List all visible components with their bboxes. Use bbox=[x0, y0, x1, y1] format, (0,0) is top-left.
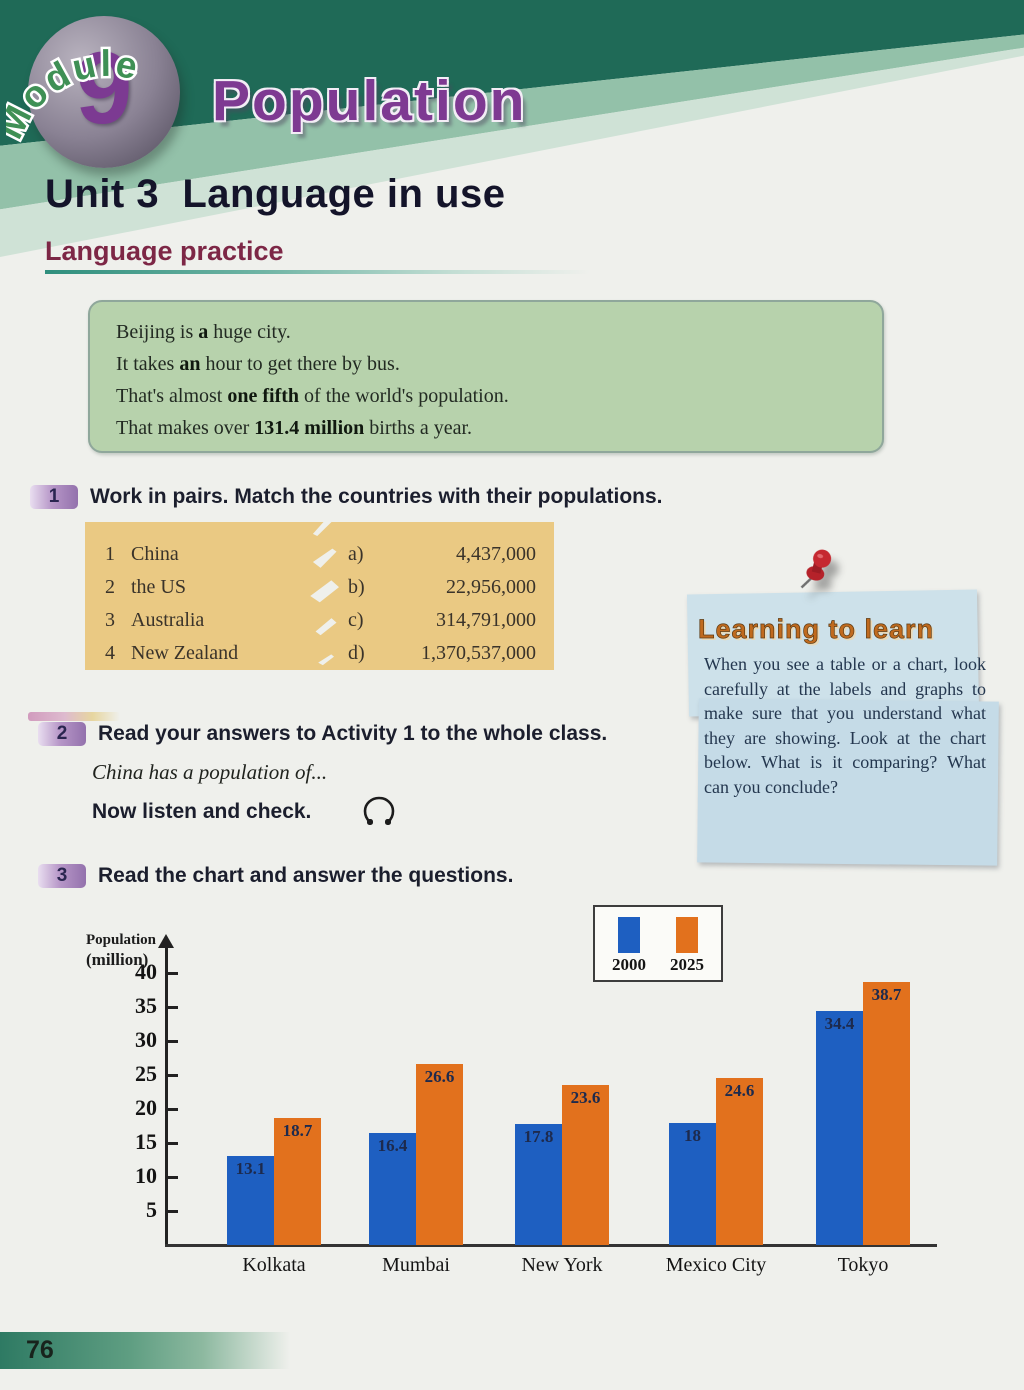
x-category-label: New York bbox=[521, 1254, 603, 1276]
match-table-populations: a) 4,437,000 b) 22,956,000 c) 314,791,000 d… bbox=[314, 522, 554, 670]
bar-2025-new-york: 23.6 bbox=[562, 1084, 609, 1245]
y-axis-label: Population bbox=[86, 932, 157, 948]
x-category-label: Kolkata bbox=[242, 1254, 306, 1276]
activity-title: Work in pairs. Match the countries with … bbox=[90, 485, 663, 508]
bar-2000-mumbai: 16.4 bbox=[369, 1133, 416, 1245]
y-tick-label: 30 bbox=[135, 1027, 157, 1052]
y-tick-label: 5 bbox=[146, 1197, 157, 1222]
country-row: 2 the US bbox=[105, 576, 186, 598]
bar-2025-kolkata: 18.7 bbox=[274, 1117, 321, 1245]
y-tick-mark bbox=[165, 971, 178, 975]
legend-item-2000: 2000 bbox=[612, 917, 646, 975]
svg-text:Module: Module bbox=[6, 43, 144, 145]
bar-value-label: 23.6 bbox=[570, 1087, 601, 1107]
bar-value-label: 34.4 bbox=[824, 1014, 855, 1034]
module-number: 9 bbox=[75, 31, 133, 145]
x-category-label: Mexico City bbox=[665, 1254, 767, 1276]
activity-2: 2 Read your answers to Activity 1 to the… bbox=[38, 722, 607, 746]
pushpin-icon bbox=[800, 549, 832, 589]
bar-value-label: 13.1 bbox=[235, 1158, 266, 1178]
unit-title: Unit 3 Language in use bbox=[45, 172, 506, 216]
bar-2000-kolkata: 13.1 bbox=[227, 1155, 274, 1245]
bar-2000-mexico-city: 18 bbox=[669, 1122, 716, 1245]
example-sentence: That's almost one fifth of the world's p… bbox=[116, 385, 509, 407]
learning-note-title: Learning to learn bbox=[698, 614, 935, 645]
country-row: 3 Australia bbox=[105, 609, 205, 631]
country-row: 1 China bbox=[105, 543, 179, 565]
listen-instruction: Now listen and check. bbox=[92, 800, 312, 823]
activity-number-badge: 1 bbox=[30, 485, 78, 509]
match-table-countries: 1 China 2 the US 3 Australia 4 New Zealand bbox=[85, 522, 340, 670]
population-row: a) 4,437,000 bbox=[348, 543, 536, 565]
bar-value-label: 24.6 bbox=[724, 1080, 755, 1100]
bar-value-label: 18.7 bbox=[282, 1120, 313, 1140]
y-axis bbox=[165, 946, 168, 1246]
example-sentence: That makes over 131.4 million births a y… bbox=[116, 417, 473, 439]
country-row: 4 New Zealand bbox=[105, 642, 239, 664]
example-sentence: Beijing is a huge city. bbox=[116, 321, 291, 343]
x-axis bbox=[165, 1244, 937, 1247]
example-box: Beijing is a huge city. It takes an hour… bbox=[88, 300, 884, 453]
legend-label: 2025 bbox=[670, 955, 704, 974]
y-tick-mark bbox=[165, 1141, 178, 1145]
legend-label: 2000 bbox=[612, 955, 646, 974]
y-tick-mark bbox=[165, 1175, 178, 1179]
bar-2025-mexico-city: 24.6 bbox=[716, 1077, 763, 1245]
y-tick-label: 10 bbox=[135, 1163, 157, 1188]
module-arc-label: Module bbox=[6, 40, 144, 147]
headphones-icon bbox=[363, 796, 395, 825]
bar-value-label: 16.4 bbox=[377, 1136, 408, 1156]
module-badge-sphere bbox=[28, 16, 180, 168]
activity-1: 1 Work in pairs. Match the countries wit… bbox=[30, 485, 663, 509]
y-tick-mark bbox=[165, 1107, 178, 1111]
y-tick-mark bbox=[165, 1005, 178, 1009]
bar-value-label: 18 bbox=[684, 1125, 701, 1145]
bar-2000-new-york: 17.8 bbox=[515, 1123, 562, 1245]
y-tick-label: 15 bbox=[135, 1129, 157, 1154]
bar-value-label: 17.8 bbox=[523, 1126, 554, 1146]
section-title: Language practice bbox=[45, 236, 284, 266]
population-bar-chart: Population (million) 5 10 15 20 25 30 35 40 13.1… bbox=[80, 898, 970, 1298]
population-row: b) 22,956,000 bbox=[348, 576, 536, 598]
x-category-label: Mumbai bbox=[382, 1254, 450, 1276]
example-sentence: It takes an hour to get there by bus. bbox=[116, 353, 400, 375]
y-tick-label: 40 bbox=[135, 959, 157, 984]
bar-2025-mumbai: 26.6 bbox=[416, 1064, 463, 1245]
page-number: 76 bbox=[26, 1336, 54, 1364]
y-axis-arrow bbox=[158, 934, 174, 948]
legend-swatch bbox=[618, 917, 640, 953]
y-tick-label: 35 bbox=[135, 993, 157, 1018]
bar-2000-tokyo: 34.4 bbox=[816, 1011, 863, 1245]
bar-2025-tokyo: 38.7 bbox=[863, 981, 910, 1245]
activity-3: 3 Read the chart and answer the question… bbox=[38, 864, 513, 888]
y-tick-label: 25 bbox=[135, 1061, 157, 1086]
learning-note: Learning to learn When you see a table o… bbox=[682, 549, 1002, 868]
y-tick-mark bbox=[165, 1039, 178, 1043]
bar-value-label: 38.7 bbox=[871, 984, 902, 1004]
chart-legend: 2000 2025 bbox=[593, 905, 723, 982]
population-row: c) 314,791,000 bbox=[348, 609, 536, 631]
y-tick-label: 20 bbox=[135, 1095, 157, 1120]
page-title: Population bbox=[212, 69, 527, 133]
population-row: d) 1,370,537,000 bbox=[348, 642, 536, 664]
section-underline bbox=[45, 270, 590, 274]
y-tick-mark bbox=[165, 1073, 178, 1077]
print-artifact bbox=[28, 712, 120, 721]
y-axis-label: (million) bbox=[86, 950, 149, 969]
learning-note-body: When you see a table or a chart, look ca… bbox=[704, 654, 986, 797]
footer-band bbox=[0, 1332, 290, 1369]
model-sentence: China has a population of... bbox=[92, 760, 328, 784]
activity-title: Read the chart and answer the questions. bbox=[98, 864, 514, 887]
legend-swatch bbox=[676, 917, 698, 953]
activity-title: Read your answers to Activity 1 to the w… bbox=[98, 722, 608, 745]
bar-value-label: 26.6 bbox=[424, 1067, 455, 1087]
activity-number-badge: 2 bbox=[38, 722, 86, 746]
y-tick-mark bbox=[165, 1209, 178, 1213]
activity-number-badge: 3 bbox=[38, 864, 86, 888]
legend-item-2025: 2025 bbox=[670, 917, 704, 975]
x-category-label: Tokyo bbox=[837, 1254, 889, 1276]
